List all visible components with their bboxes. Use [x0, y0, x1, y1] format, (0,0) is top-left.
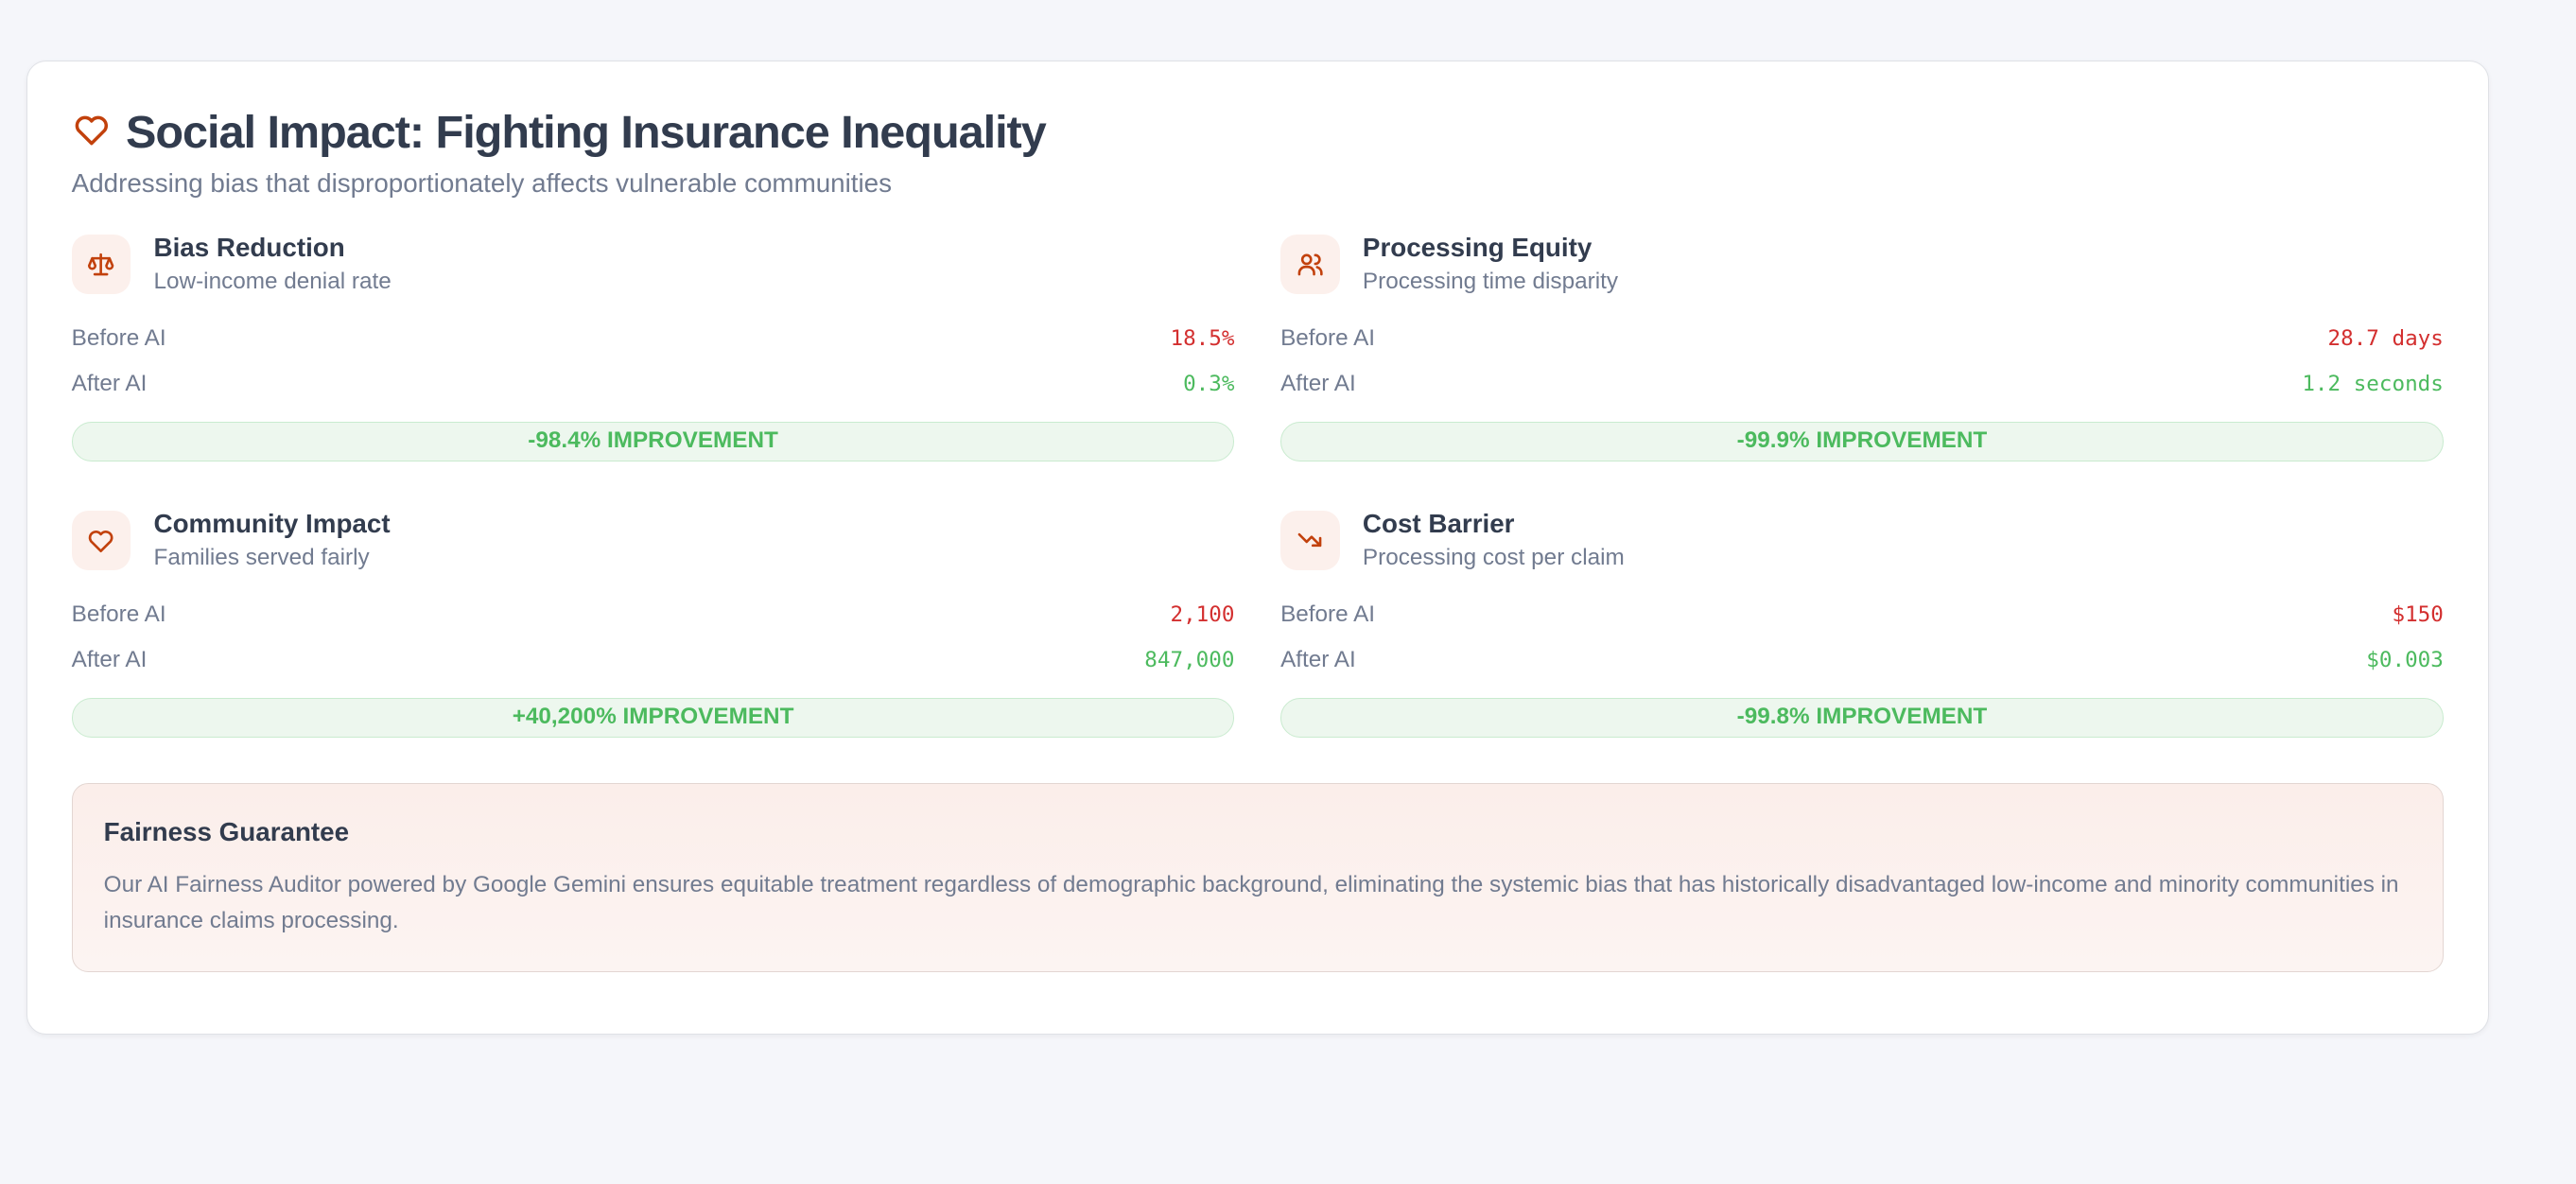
after-row: After AI $0.003 — [1280, 637, 2444, 684]
before-row: Before AI $150 — [1280, 591, 2444, 637]
improvement-badge: -99.8% IMPROVEMENT — [1280, 698, 2444, 738]
after-label: After AI — [1280, 371, 1356, 397]
after-value: 847,000 — [1144, 648, 1235, 673]
before-row: Before AI 2,100 — [72, 591, 1235, 637]
before-row: Before AI 18.5% — [72, 315, 1235, 361]
improvement-badge: +40,200% IMPROVEMENT — [71, 698, 1235, 738]
metric-card: Processing Equity Processing time dispar… — [1280, 232, 2444, 462]
metric-card: Cost Barrier Processing cost per claim B… — [1280, 508, 2444, 738]
after-value: $0.003 — [2366, 648, 2444, 673]
before-label: Before AI — [71, 324, 166, 351]
metric-title: Community Impact — [153, 508, 391, 538]
improvement-badge: -99.9% IMPROVEMENT — [1280, 422, 2444, 462]
before-label: Before AI — [1280, 601, 1376, 627]
before-value: 2,100 — [1170, 601, 1235, 627]
fairness-title: Fairness Guarantee — [103, 817, 350, 847]
after-row: After AI 1.2 seconds — [1280, 361, 2444, 408]
trending-down-icon — [1280, 511, 1340, 570]
heart-icon — [72, 110, 112, 156]
metric-title: Cost Barrier — [1362, 508, 1515, 538]
page-title: Social Impact: Fighting Insurance Inequa… — [125, 106, 1047, 158]
after-label: After AI — [71, 647, 148, 673]
after-value: 1.2 seconds — [2302, 372, 2444, 397]
after-row: After AI 847,000 — [72, 637, 1235, 684]
before-value: 18.5% — [1170, 325, 1235, 351]
metric-subtitle: Processing time disparity — [1362, 269, 1618, 295]
improvement-badge: -98.4% IMPROVEMENT — [71, 422, 1235, 462]
before-value: $150 — [2392, 601, 2444, 627]
before-value: 28.7 days — [2327, 325, 2444, 351]
fairness-guarantee: Fairness Guarantee Our AI Fairness Audit… — [71, 783, 2444, 973]
after-label: After AI — [71, 371, 148, 397]
fairness-body: Our AI Fairness Auditor powered by Googl… — [103, 872, 2399, 934]
after-value: 0.3% — [1183, 372, 1235, 397]
heart-icon — [71, 511, 131, 570]
metric-subtitle: Families served fairly — [153, 545, 370, 571]
metric-subtitle: Low-income denial rate — [153, 269, 392, 295]
metric-card: Bias Reduction Low-income denial rate Be… — [71, 232, 1235, 462]
after-label: After AI — [1280, 647, 1356, 673]
after-row: After AI 0.3% — [72, 361, 1235, 408]
before-label: Before AI — [71, 601, 166, 627]
users-icon — [1280, 235, 1340, 294]
metric-title: Bias Reduction — [153, 232, 345, 262]
card-header: Social Impact: Fighting Insurance Inequa… — [72, 106, 2444, 158]
before-label: Before AI — [1280, 324, 1376, 351]
metric-card: Community Impact Families served fairly … — [71, 508, 1235, 738]
before-row: Before AI 28.7 days — [1280, 315, 2444, 361]
metric-title: Processing Equity — [1362, 232, 1593, 262]
metrics-grid: Bias Reduction Low-income denial rate Be… — [71, 232, 2444, 738]
scale-icon — [71, 235, 131, 294]
social-impact-card: Social Impact: Fighting Insurance Inequa… — [26, 61, 2489, 1036]
page-subtitle: Addressing bias that disproportionately … — [71, 168, 893, 199]
metric-subtitle: Processing cost per claim — [1362, 545, 1625, 571]
